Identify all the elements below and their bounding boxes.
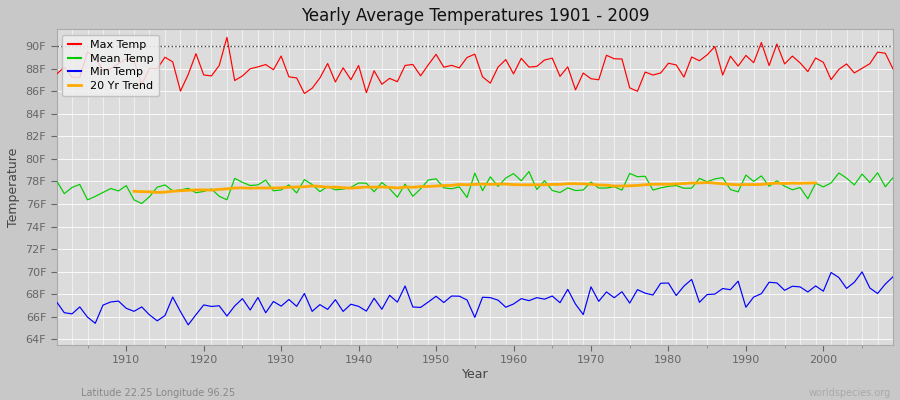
Y-axis label: Temperature: Temperature	[7, 147, 20, 227]
Title: Yearly Average Temperatures 1901 - 2009: Yearly Average Temperatures 1901 - 2009	[301, 7, 649, 25]
X-axis label: Year: Year	[462, 368, 488, 381]
Legend: Max Temp, Mean Temp, Min Temp, 20 Yr Trend: Max Temp, Mean Temp, Min Temp, 20 Yr Tre…	[62, 35, 159, 96]
Text: worldspecies.org: worldspecies.org	[809, 388, 891, 398]
Text: Latitude 22.25 Longitude 96.25: Latitude 22.25 Longitude 96.25	[81, 388, 235, 398]
